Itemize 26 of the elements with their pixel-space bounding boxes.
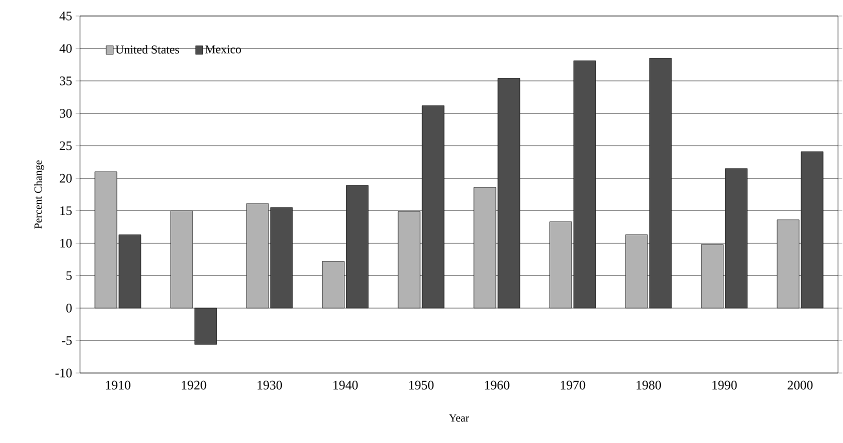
y-tick-label: 40 [60,44,72,53]
x-tick-label: 1940 [333,380,358,390]
x-tick-label: 1910 [106,380,130,390]
y-tick-label: 15 [60,206,72,216]
x-tick-label: 1920 [182,380,206,390]
x-tick-label: 2000 [788,380,813,390]
legend-label: United States [116,45,180,54]
y-axis-title: Percent Change [34,160,44,229]
y-tick-label: 30 [60,108,72,118]
y-tick-label: 10 [60,238,72,248]
legend-label: Mexico [205,45,241,54]
y-tick-label: 0 [66,304,72,312]
y-tick-label: -10 [55,368,72,378]
y-tick-label: 20 [60,174,72,183]
x-tick-label: 1970 [560,380,586,390]
x-axis-title: Year [449,414,469,422]
x-tick-label: 1950 [409,380,434,390]
y-tick-label: 5 [66,271,72,280]
x-tick-label: 1990 [712,380,737,390]
y-tick-label: 35 [60,76,72,86]
y-tick-label: 45 [60,12,72,20]
x-tick-label: 1960 [485,380,510,390]
x-tick-label: 1980 [636,380,661,390]
y-tick-label: -5 [62,336,72,345]
y-tick-label: 25 [60,141,72,150]
x-tick-label: 1930 [258,380,282,390]
